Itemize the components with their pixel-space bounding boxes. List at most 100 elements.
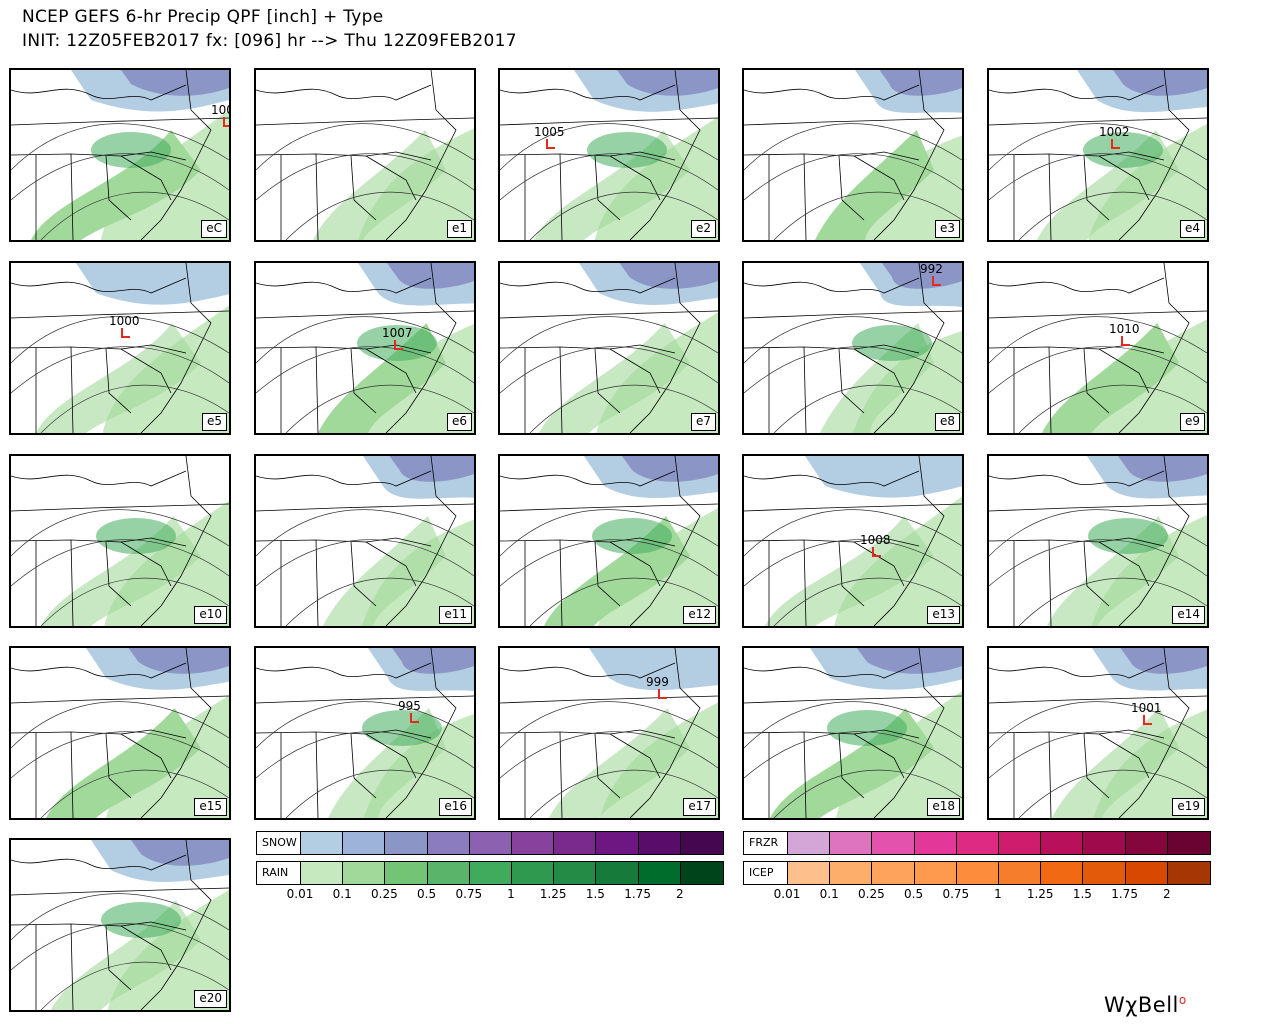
state-boundary: [609, 541, 661, 587]
legend-swatch: [680, 862, 723, 884]
isobar: [40, 577, 229, 626]
precip-map: [256, 70, 474, 240]
state-boundary: [629, 648, 701, 818]
state-boundary: [11, 84, 187, 101]
isobar: [285, 577, 474, 626]
state-boundary: [1048, 731, 1052, 818]
rain-area: [815, 130, 934, 240]
isobar: [500, 731, 718, 779]
member-panel-e12: e12: [498, 454, 720, 628]
legend-swatch: [998, 862, 1042, 884]
legend-swatch: [301, 862, 344, 884]
state-boundary: [989, 277, 1165, 294]
snow-area: [805, 456, 962, 498]
legend-swatch: [638, 832, 681, 854]
member-panel-e1: e1: [254, 68, 476, 242]
precip-map: [744, 648, 962, 818]
isobar: [256, 123, 474, 171]
state-boundary: [873, 263, 945, 433]
legend-swatch: [830, 862, 873, 884]
state-boundary: [838, 733, 865, 799]
state-boundary: [744, 117, 962, 126]
isobar: [1018, 577, 1207, 626]
legend-swatch: [1041, 832, 1084, 854]
isobar: [744, 123, 962, 171]
state-boundary: [350, 541, 377, 607]
precip-map: [500, 456, 718, 626]
snow-area: [1113, 70, 1207, 96]
isobar: [285, 384, 474, 433]
legend-swatch: [956, 862, 999, 884]
low-pressure-value: 1008: [860, 533, 891, 547]
state-boundary: [385, 263, 457, 433]
state-boundary: [500, 310, 718, 319]
isobar: [1018, 384, 1207, 433]
precip-map: [744, 70, 962, 240]
isobar: [744, 731, 962, 779]
state-boundary: [873, 70, 945, 240]
state-boundary: [70, 731, 74, 818]
state-boundary: [629, 70, 701, 240]
state-boundary: [803, 731, 807, 818]
state-boundary: [853, 541, 905, 587]
legend-swatch: [638, 862, 681, 884]
state-boundary: [365, 348, 417, 394]
legend-tick-label: 2: [1162, 887, 1171, 901]
state-boundary: [1098, 733, 1150, 779]
legend-swatch: [554, 862, 597, 884]
state-boundary: [105, 541, 132, 607]
member-label: e11: [439, 606, 472, 624]
low-pressure-marker: [394, 340, 403, 350]
snow-area: [589, 648, 718, 691]
low-pressure-marker: [872, 547, 881, 557]
state-boundary: [989, 695, 1207, 704]
state-boundary: [105, 733, 132, 799]
isobar: [256, 731, 474, 779]
low-pressure-marker: [1143, 715, 1152, 725]
legend-swatch: [301, 832, 344, 854]
isobar: [989, 509, 1207, 557]
state-boundary: [350, 348, 377, 414]
isobar: [989, 346, 1207, 394]
member-panel-e19: e19 1001: [987, 646, 1209, 820]
legend-label-snow: SNOW: [257, 832, 301, 854]
isobar: [744, 539, 962, 587]
member-panel-e16: e16 995: [254, 646, 476, 820]
legend-swatch: [914, 832, 957, 854]
isobar: [285, 769, 474, 818]
isobar: [773, 769, 962, 818]
legend-tick-label: 1.25: [1026, 887, 1054, 901]
legend-label-frzr: FRZR: [744, 832, 788, 854]
precip-map: [989, 456, 1207, 626]
snow-area: [121, 70, 229, 96]
snow-area: [622, 456, 718, 482]
member-label: e20: [194, 990, 227, 1008]
legend-swatch: [680, 832, 723, 854]
member-panel-e2: e2 1005: [498, 68, 720, 242]
isobar: [744, 316, 962, 364]
isobar: [11, 923, 229, 971]
state-boundary: [120, 155, 172, 201]
isobar: [40, 961, 229, 1010]
legend-swatch: [385, 832, 428, 854]
member-label: e15: [194, 798, 227, 816]
legend-swatch: [343, 862, 386, 884]
state-boundary: [70, 346, 74, 433]
snow-area: [857, 648, 962, 674]
snow-area: [131, 840, 229, 866]
state-boundary: [1048, 539, 1052, 626]
legend-swatch: [830, 832, 873, 854]
rain-core: [827, 710, 907, 746]
low-pressure-value: 995: [398, 699, 421, 713]
isobar: [256, 316, 474, 364]
precip-map: [11, 456, 229, 626]
legend-tick-label: 0.75: [942, 887, 970, 901]
legend-tick-label: 1.25: [539, 887, 567, 901]
state-boundary: [744, 695, 962, 704]
state-boundary: [744, 503, 962, 512]
state-boundary: [500, 662, 676, 679]
low-pressure-marker: [223, 117, 229, 127]
state-boundary: [744, 84, 920, 101]
member-label: e9: [1179, 413, 1205, 431]
isobar: [11, 701, 229, 749]
